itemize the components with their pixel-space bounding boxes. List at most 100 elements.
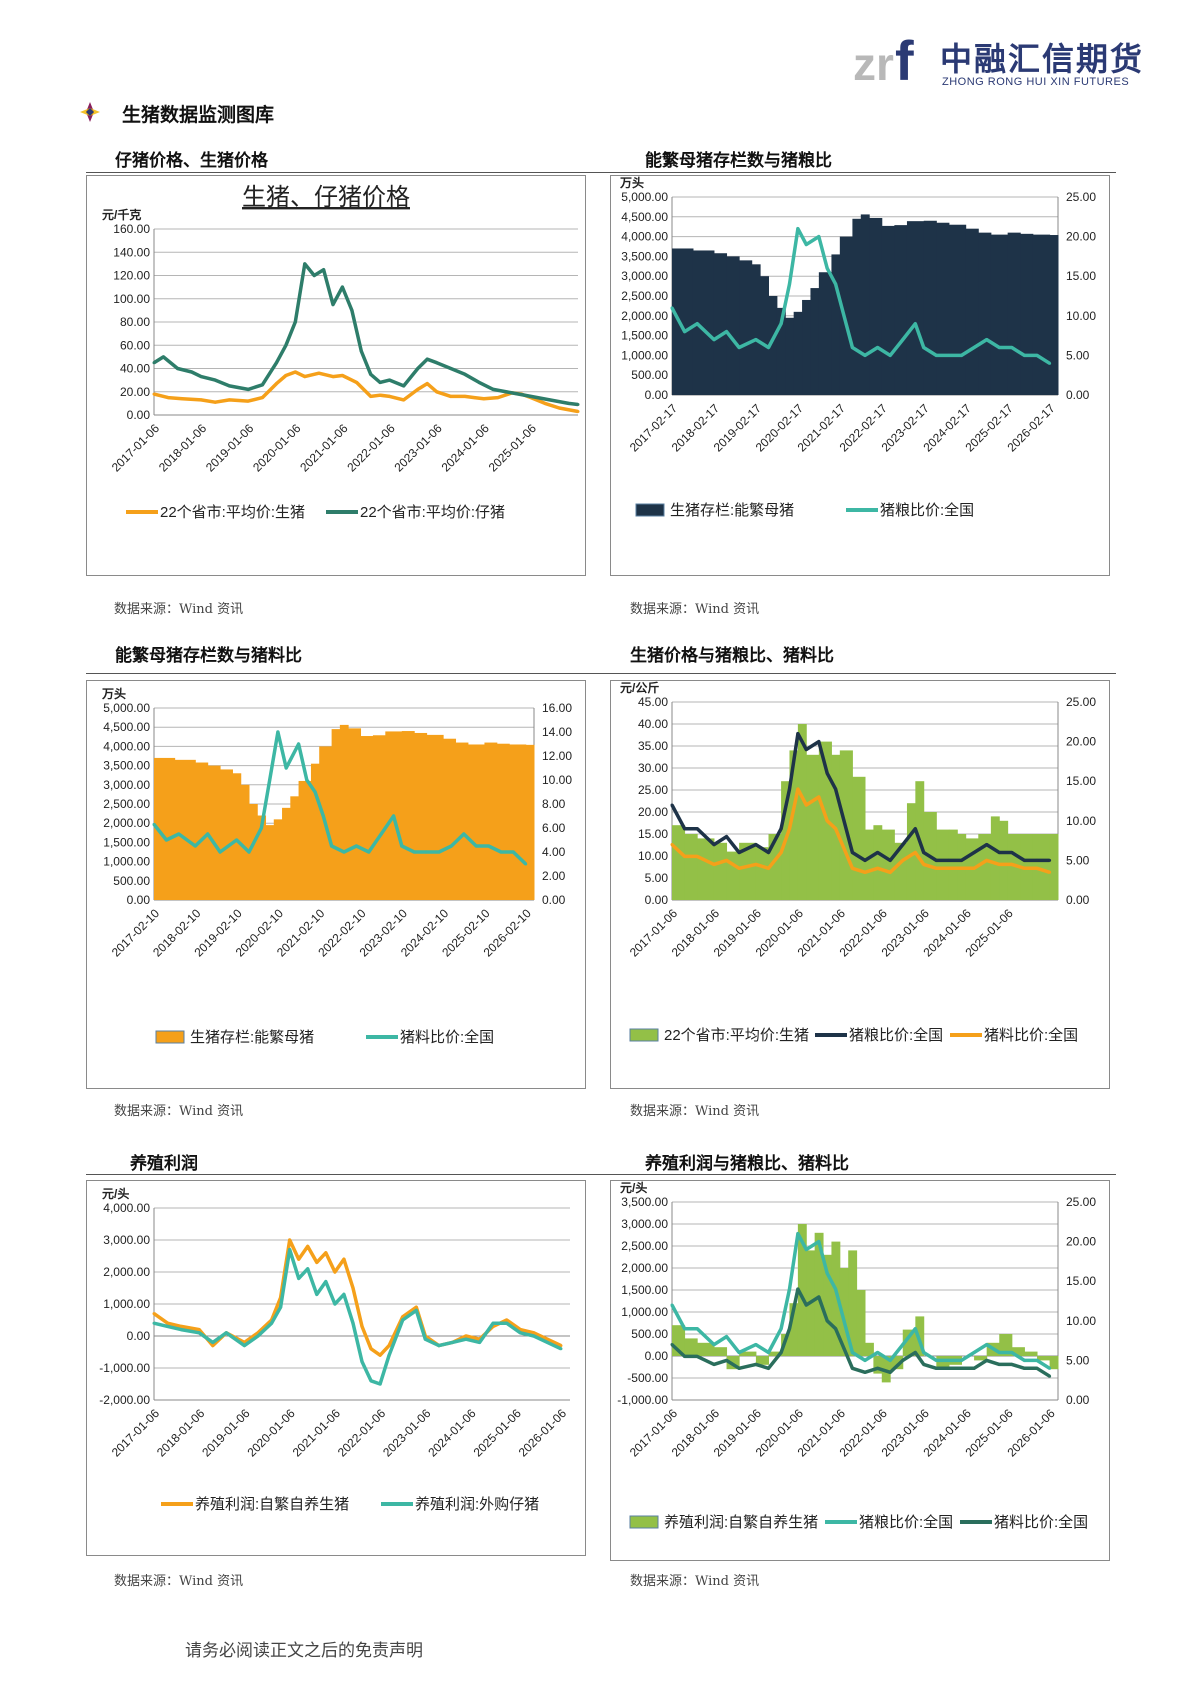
x-tick-label: 2025-01-06 — [471, 1406, 525, 1460]
panel-row-rule-3 — [86, 1174, 1116, 1175]
bar — [793, 311, 803, 395]
data-point — [850, 345, 854, 349]
bar — [999, 820, 1009, 900]
data-point — [331, 303, 335, 307]
bar — [739, 260, 753, 395]
data-point — [306, 1244, 310, 1248]
data-point — [333, 1270, 337, 1274]
data-point — [235, 838, 239, 842]
data-point — [401, 1318, 405, 1322]
x-tick-label: 2018-01-06 — [156, 421, 210, 475]
y-tick-label: 2,500.00 — [621, 1239, 668, 1253]
bar — [902, 1329, 916, 1356]
series-line — [153, 370, 579, 414]
data-point — [901, 1358, 905, 1362]
data-point — [259, 826, 263, 830]
y-tick-label: 60.00 — [120, 338, 150, 352]
data-point — [863, 858, 867, 862]
data-point — [306, 1267, 310, 1271]
bar — [881, 1356, 891, 1383]
y-tick-label: 1,500.00 — [621, 1283, 668, 1297]
data-point — [817, 1240, 821, 1244]
legend-swatch — [629, 1028, 659, 1042]
bar — [496, 743, 510, 900]
data-point — [695, 1354, 699, 1358]
data-point — [804, 803, 808, 807]
data-point — [779, 850, 783, 854]
data-point — [863, 870, 867, 874]
panel-title-2: 能繁母猪存栏数与猪粮比 — [645, 151, 832, 171]
data-point — [901, 1343, 905, 1347]
bar — [881, 829, 895, 900]
data-point — [913, 1350, 917, 1354]
data-point — [834, 787, 838, 791]
x-tick-label: 2021-01-06 — [290, 1406, 344, 1460]
bar — [298, 780, 312, 900]
data-point — [276, 730, 280, 734]
data-point — [437, 1344, 441, 1348]
bar — [443, 738, 457, 900]
data-point — [315, 1292, 319, 1296]
bar — [1011, 1347, 1025, 1356]
y-tick-label: 0.00 — [127, 408, 151, 422]
data-point — [462, 832, 466, 836]
chart-1-container: 生猪、仔猪价格 元/千克 0.00 20.00 40.00 60.00 80.00 100.0… — [86, 175, 586, 595]
y-tick-label: 20.00 — [120, 385, 150, 399]
data-point — [888, 1370, 892, 1374]
y2-tick-label: 16.00 — [542, 701, 572, 715]
data-point — [491, 1321, 495, 1325]
y2-tick-label: 6.00 — [542, 821, 566, 835]
chart-sows-pig-feed-ratio: 万头 0.00 500.00 1,000.00 1,500.00 2,000.00 2,50… — [86, 680, 586, 1089]
data-point — [834, 1327, 838, 1331]
data-point — [1035, 353, 1039, 357]
bar — [974, 1356, 988, 1361]
y-tick-label: 0.00 — [127, 1329, 151, 1343]
data-point — [850, 1350, 854, 1354]
y-tick-label: 20.00 — [638, 805, 668, 819]
data-point — [1048, 1374, 1052, 1378]
data-point — [1022, 1358, 1026, 1362]
chart-title: 生猪、仔猪价格 — [242, 184, 410, 211]
legend-label: 生猪存栏:能繁母猪 — [670, 502, 794, 519]
data-point — [218, 850, 222, 854]
data-point — [1035, 1358, 1039, 1362]
data-point — [152, 1312, 156, 1316]
data-point — [834, 827, 838, 831]
legend-label: 猪料比价:全国 — [994, 1513, 1088, 1531]
data-point — [863, 1370, 867, 1374]
bar — [713, 1347, 728, 1356]
legend-swatch — [635, 503, 665, 517]
chart-frame — [610, 175, 1110, 576]
y-tick-label: 35.00 — [638, 739, 668, 753]
x-tick-label: 2023-01-06 — [391, 421, 445, 475]
bar — [282, 807, 291, 900]
bar — [999, 1334, 1013, 1356]
data-point — [284, 343, 288, 347]
bar — [948, 224, 967, 395]
data-point — [876, 345, 880, 349]
y-tick-label: 3,000.00 — [621, 1217, 668, 1231]
y-tick-label: 30.00 — [638, 761, 668, 775]
data-point — [1048, 870, 1052, 874]
x-tick-label: 2019-01-06 — [203, 421, 257, 475]
data-point — [712, 843, 716, 847]
data-point — [211, 1344, 215, 1348]
data-point — [532, 1334, 536, 1338]
data-point — [576, 410, 580, 414]
bar — [755, 1356, 769, 1365]
data-source-2: 数据来源：Wind 资讯 — [630, 602, 760, 617]
data-point — [152, 392, 156, 396]
data-point — [388, 394, 392, 398]
data-point — [322, 268, 326, 272]
data-point — [425, 357, 429, 361]
data-point — [863, 353, 867, 357]
data-point — [435, 390, 439, 394]
data-point — [359, 349, 363, 353]
data-point — [683, 330, 687, 334]
bar — [823, 1254, 832, 1356]
bar — [776, 307, 786, 395]
data-point — [972, 345, 976, 349]
y-tick-label: 0.00 — [645, 1349, 669, 1363]
data-point — [213, 400, 217, 404]
data-point — [1048, 858, 1052, 862]
